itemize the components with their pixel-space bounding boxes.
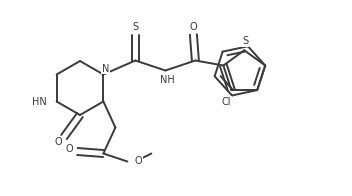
Text: HN: HN (32, 96, 46, 106)
Text: O: O (54, 137, 62, 147)
Text: O: O (134, 155, 142, 165)
Text: Cl: Cl (222, 97, 231, 107)
Text: S: S (242, 36, 249, 46)
Text: NH: NH (160, 74, 175, 84)
Text: O: O (65, 144, 73, 154)
Text: S: S (132, 22, 138, 32)
Text: N: N (102, 64, 109, 74)
Text: O: O (190, 22, 197, 32)
